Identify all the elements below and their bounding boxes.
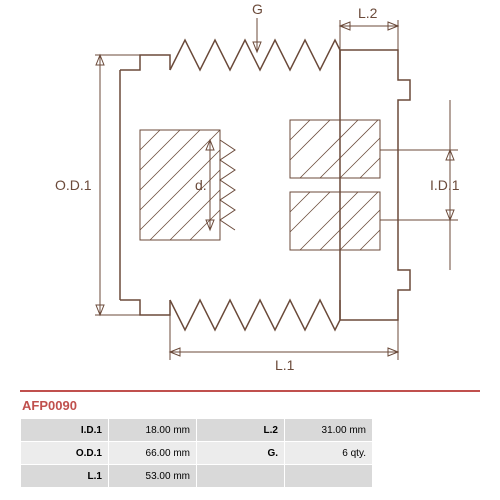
- label-l2: L.2: [358, 5, 378, 21]
- label-od1: O.D.1: [55, 177, 92, 193]
- table-row: L.1 53.00 mm: [21, 465, 373, 488]
- label-l1: L.1: [275, 357, 295, 373]
- spec-table: I.D.1 18.00 mm L.2 31.00 mm O.D.1 66.00 …: [20, 418, 373, 488]
- spec-key: O.D.1: [21, 442, 109, 465]
- spec-val: [285, 465, 373, 488]
- label-d: d.: [195, 177, 207, 193]
- label-id1: I.D.1: [430, 177, 460, 193]
- spec-val: 66.00 mm: [109, 442, 197, 465]
- spec-key: L.1: [21, 465, 109, 488]
- spec-val: 31.00 mm: [285, 419, 373, 442]
- spec-val: 6 qty.: [285, 442, 373, 465]
- table-row: I.D.1 18.00 mm L.2 31.00 mm: [21, 419, 373, 442]
- table-row: O.D.1 66.00 mm G. 6 qty.: [21, 442, 373, 465]
- spec-key: [197, 465, 285, 488]
- technical-drawing: O.D.1 d. I.D.1 L.1 L.2 G: [0, 0, 500, 380]
- spec-val: 18.00 mm: [109, 419, 197, 442]
- spec-val: 53.00 mm: [109, 465, 197, 488]
- separator-line: [20, 390, 480, 392]
- spec-key: G.: [197, 442, 285, 465]
- label-g: G: [252, 1, 263, 17]
- spec-key: I.D.1: [21, 419, 109, 442]
- part-number: AFP0090: [22, 398, 77, 413]
- spec-key: L.2: [197, 419, 285, 442]
